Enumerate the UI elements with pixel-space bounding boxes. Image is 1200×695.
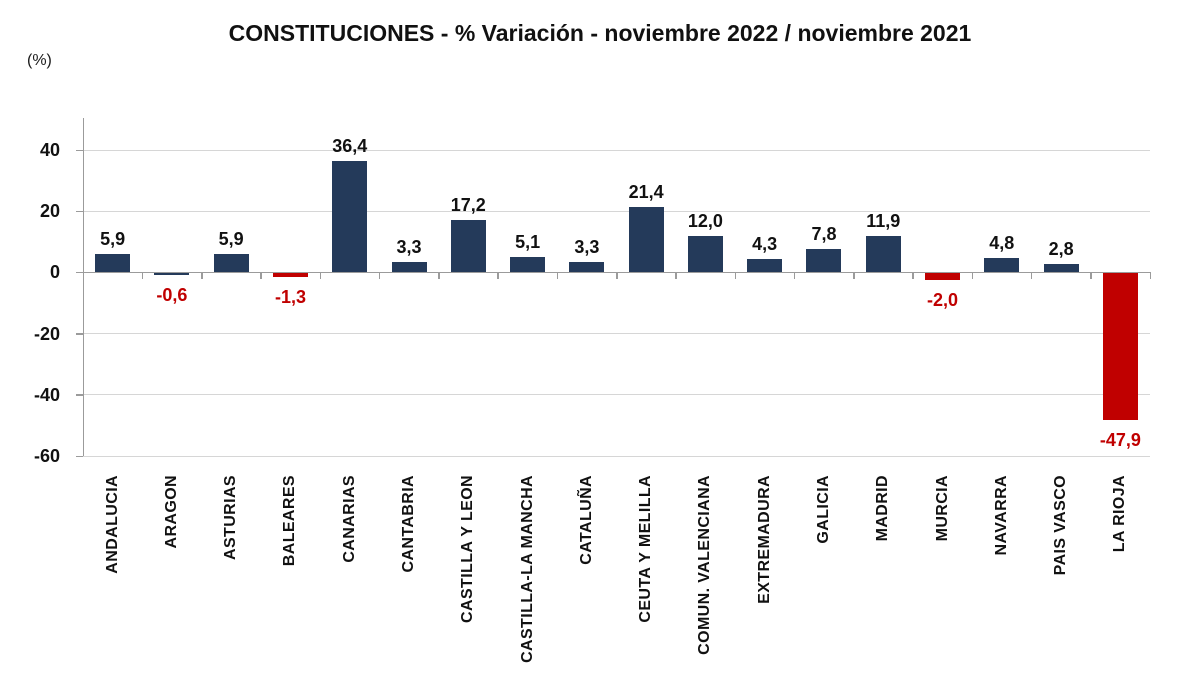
chart-title: CONSTITUCIONES - % Variación - noviembre… xyxy=(228,20,972,46)
bar-value-label: 4,3 xyxy=(752,234,778,255)
x-axis-category-label: CASTILLA Y LEON xyxy=(459,475,477,623)
x-axis-category-label: ARAGON xyxy=(162,475,180,549)
x-axis-tick xyxy=(1030,272,1033,280)
x-axis-category-label: BALEARES xyxy=(281,475,299,567)
y-axis-tick xyxy=(76,333,83,335)
y-axis-tick xyxy=(76,210,83,213)
bar-value-label: 11,9 xyxy=(866,211,901,232)
bar-value-label: 7,8 xyxy=(811,223,837,244)
y-axis-tick xyxy=(76,394,83,396)
x-axis-tick xyxy=(319,272,322,280)
bar xyxy=(925,273,961,280)
bar-value-label: 36,4 xyxy=(332,136,368,157)
x-axis-category-label: NAVARRA xyxy=(992,475,1010,556)
x-axis-tick xyxy=(1149,272,1151,280)
x-axis-tick xyxy=(141,272,144,280)
bar-value-label: 2,8 xyxy=(1048,238,1074,259)
x-axis-category-label: COMUN. VALENCIANA xyxy=(696,475,714,655)
x-axis-tick xyxy=(1090,272,1092,280)
gridline xyxy=(83,455,1150,457)
x-axis-category-label: CASTILLA-LA MANCHA xyxy=(518,475,536,663)
x-axis-tick xyxy=(201,272,203,280)
bar-value-label: -1,3 xyxy=(274,287,306,308)
x-axis-category-label: LA RIOJA xyxy=(1111,475,1129,553)
x-axis-tick xyxy=(378,272,381,280)
bar xyxy=(628,207,664,273)
bar xyxy=(984,257,1020,273)
bar-value-label: -47,9 xyxy=(1099,429,1141,450)
y-axis-tick xyxy=(76,271,83,274)
bar xyxy=(1102,273,1138,420)
bar-value-label: 12,0 xyxy=(687,210,723,231)
x-axis-tick xyxy=(853,272,855,280)
bar-value-label: 5,1 xyxy=(515,231,541,252)
bar xyxy=(272,273,308,278)
bar xyxy=(213,254,249,273)
x-axis-tick xyxy=(793,272,796,280)
bar xyxy=(806,248,842,273)
x-axis-category-label: PAIS VASCO xyxy=(1052,475,1070,576)
gridline xyxy=(83,333,1150,335)
bar xyxy=(510,256,546,273)
bar-value-label: 5,9 xyxy=(218,229,244,250)
bar xyxy=(747,259,783,273)
bar xyxy=(450,219,486,273)
bar xyxy=(1043,263,1079,273)
y-axis-tick-label: 0 xyxy=(49,262,60,283)
y-axis-unit-label: (%) xyxy=(27,52,52,69)
bar xyxy=(569,262,605,273)
x-axis-category-label: MURCIA xyxy=(933,475,951,542)
x-axis-category-label: CANTABRIA xyxy=(400,475,418,573)
y-axis-line xyxy=(82,118,84,456)
y-axis-tick-label: 20 xyxy=(39,201,60,222)
x-axis-tick xyxy=(971,272,974,280)
x-axis-category-label: CEUTA Y MELILLA xyxy=(637,475,655,623)
bar-value-label: -2,0 xyxy=(927,289,959,310)
bar-value-label: 5,9 xyxy=(100,229,126,250)
x-axis-tick xyxy=(675,272,677,280)
bar xyxy=(95,254,131,273)
bar xyxy=(865,236,901,273)
bar-value-label: 3,3 xyxy=(574,237,600,258)
x-axis-category-label: CANARIAS xyxy=(340,475,358,563)
x-axis-tick xyxy=(912,272,914,280)
x-axis-tick xyxy=(260,272,262,280)
bar-value-label: -0,6 xyxy=(156,285,188,306)
x-axis-category-label: GALICIA xyxy=(814,475,832,544)
y-axis-tick xyxy=(76,149,83,152)
bar xyxy=(154,273,190,276)
gridline xyxy=(83,210,1150,212)
x-axis-category-label: MADRID xyxy=(874,475,892,542)
bar-value-label: 3,3 xyxy=(396,237,422,258)
gridline xyxy=(83,149,1150,151)
x-axis-tick xyxy=(497,272,499,280)
x-axis-category-label: ASTURIAS xyxy=(222,475,240,560)
x-axis-category-label: EXTREMADURA xyxy=(755,475,773,604)
x-axis-tick xyxy=(734,272,737,280)
bar-value-label: 21,4 xyxy=(628,182,664,202)
x-axis-tick xyxy=(438,272,440,280)
y-axis-tick-label: -40 xyxy=(33,384,60,405)
y-axis-tick-label: -20 xyxy=(33,323,60,344)
y-axis-tick xyxy=(76,455,83,457)
x-axis-tick xyxy=(82,272,84,280)
bar xyxy=(687,235,723,273)
x-axis-tick xyxy=(616,272,618,280)
x-axis-category-label: ANDALUCIA xyxy=(103,475,121,574)
y-axis-tick-label: -60 xyxy=(33,446,60,466)
x-axis-category-label: CATALUÑA xyxy=(577,475,595,565)
x-axis-tick xyxy=(556,272,559,280)
bar xyxy=(391,262,427,273)
y-axis-tick-label: 40 xyxy=(39,140,60,161)
gridline xyxy=(83,394,1150,396)
bar-value-label: 4,8 xyxy=(989,232,1015,253)
bar-value-label: 17,2 xyxy=(450,194,486,215)
bar xyxy=(332,161,368,273)
